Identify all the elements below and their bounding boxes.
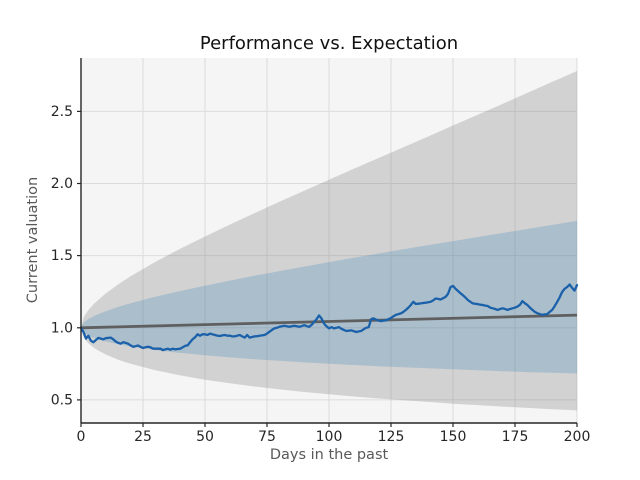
svg-text:2.0: 2.0: [51, 176, 73, 192]
y-axis-label: Current valuation: [25, 176, 41, 304]
svg-text:50: 50: [196, 429, 214, 445]
tick-marks: [77, 110, 578, 427]
svg-text:75: 75: [258, 429, 276, 445]
svg-text:0.5: 0.5: [51, 392, 73, 408]
svg-text:150: 150: [440, 429, 467, 445]
svg-text:0: 0: [77, 429, 86, 445]
svg-text:125: 125: [378, 429, 405, 445]
performance-line: [79, 283, 579, 352]
svg-text:1.0: 1.0: [51, 320, 73, 336]
svg-text:200: 200: [564, 429, 591, 445]
svg-text:25: 25: [134, 429, 152, 445]
tick-labels: 0 25 50 75 100 125 150 175 200 0.5 1.0 1.5 2.0 2.5: [51, 104, 591, 445]
svg-text:1.5: 1.5: [51, 248, 73, 264]
svg-text:100: 100: [316, 429, 343, 445]
chart-title: Performance vs. Expectation: [199, 33, 459, 54]
x-axis-label: Days in the past: [269, 447, 389, 463]
svg-text:175: 175: [502, 429, 529, 445]
svg-text:2.5: 2.5: [51, 104, 73, 120]
expectation-trend-line: [80, 313, 578, 330]
